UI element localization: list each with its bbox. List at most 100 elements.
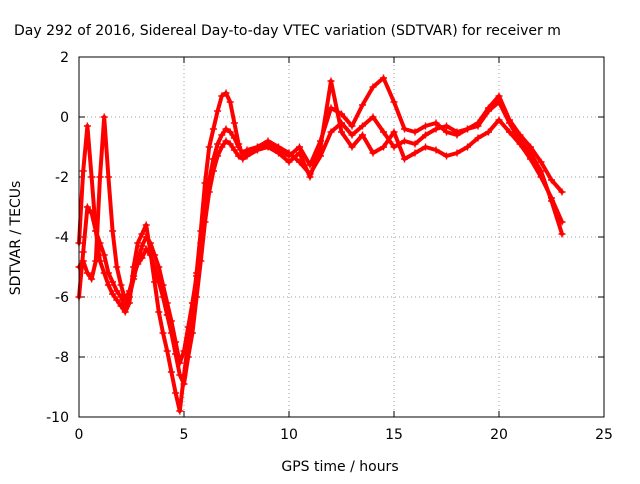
data-point — [411, 128, 419, 136]
data-point — [159, 293, 167, 301]
data-point — [239, 155, 247, 163]
data-point — [218, 92, 226, 100]
data-point — [317, 143, 324, 151]
data-point — [506, 116, 513, 124]
data-point — [222, 89, 230, 97]
data-point — [83, 203, 91, 211]
data-point — [235, 143, 243, 151]
data-point — [138, 242, 146, 250]
data-point — [348, 131, 356, 139]
data-point — [443, 128, 450, 136]
data-point — [163, 311, 171, 319]
data-point — [464, 125, 471, 133]
data-point — [146, 239, 154, 247]
data-point — [130, 272, 138, 280]
data-point — [83, 269, 91, 277]
data-point — [100, 251, 108, 259]
data-point — [401, 137, 408, 145]
data-point — [359, 122, 366, 130]
data-point — [92, 257, 100, 265]
data-point — [230, 146, 238, 154]
data-point — [348, 122, 356, 130]
data-point — [243, 152, 251, 160]
x-tick-label: 10 — [280, 427, 298, 443]
data-point — [79, 257, 87, 265]
data-point — [163, 347, 171, 355]
data-point — [218, 143, 226, 151]
data-point — [88, 209, 96, 217]
data-point — [432, 125, 440, 133]
data-point — [369, 83, 377, 91]
data-point — [390, 143, 398, 151]
data-point — [104, 173, 112, 181]
x-tick-label: 20 — [490, 427, 508, 443]
data-point — [401, 155, 408, 163]
data-point — [197, 257, 205, 265]
data-point — [109, 290, 117, 298]
data-point — [537, 158, 545, 166]
data-point — [184, 323, 192, 331]
data-point — [113, 263, 121, 271]
data-point — [83, 122, 91, 130]
data-point — [558, 218, 566, 226]
data-series-2 — [75, 74, 566, 367]
data-point — [380, 74, 387, 82]
data-point — [243, 146, 251, 154]
data-point — [380, 128, 387, 136]
data-point — [485, 104, 492, 112]
data-point — [432, 146, 440, 154]
data-point — [432, 119, 440, 127]
data-point — [188, 329, 196, 337]
data-point — [506, 128, 513, 136]
y-tick-label: -10 — [46, 410, 69, 426]
data-point — [209, 125, 217, 133]
data-point — [422, 122, 429, 130]
data-point — [214, 140, 222, 148]
data-point — [411, 149, 419, 157]
data-point — [180, 347, 188, 355]
data-point — [235, 152, 243, 160]
data-point — [285, 158, 293, 166]
data-point — [151, 263, 159, 271]
data-point — [422, 131, 429, 139]
data-point — [113, 287, 121, 295]
data-point — [88, 173, 96, 181]
data-point — [193, 293, 201, 301]
data-point — [79, 167, 87, 175]
data-point — [485, 128, 492, 136]
data-point — [390, 128, 398, 136]
data-point — [327, 77, 335, 85]
x-tick-label: 15 — [385, 427, 403, 443]
data-point — [155, 278, 163, 286]
data-point — [474, 119, 482, 127]
y-tick-label: 0 — [60, 110, 69, 126]
data-point — [88, 275, 96, 283]
data-point — [205, 188, 213, 196]
data-point — [464, 143, 471, 151]
data-point — [296, 143, 303, 151]
x-tick-label: 5 — [180, 427, 189, 443]
plot-border — [78, 56, 605, 418]
data-point — [527, 143, 534, 151]
data-point — [369, 149, 377, 157]
x-tick-label: 25 — [595, 427, 613, 443]
data-point — [390, 98, 398, 106]
data-point — [222, 137, 230, 145]
data-point — [167, 329, 175, 337]
data-point — [474, 134, 482, 142]
data-point — [296, 149, 303, 157]
data-point — [264, 143, 272, 151]
data-point — [134, 260, 142, 268]
data-point — [348, 143, 356, 151]
series-trace — [77, 79, 564, 386]
chart-title: Day 292 of 2016, Sidereal Day-to-day VTE… — [14, 23, 561, 39]
data-point — [109, 227, 117, 235]
data-point — [125, 287, 133, 295]
y-tick-label: -2 — [55, 170, 69, 186]
data-point — [218, 131, 226, 139]
data-point — [239, 149, 247, 157]
data-point — [142, 233, 150, 241]
data-point — [453, 149, 461, 157]
data-point — [100, 113, 108, 121]
data-point — [495, 92, 503, 100]
